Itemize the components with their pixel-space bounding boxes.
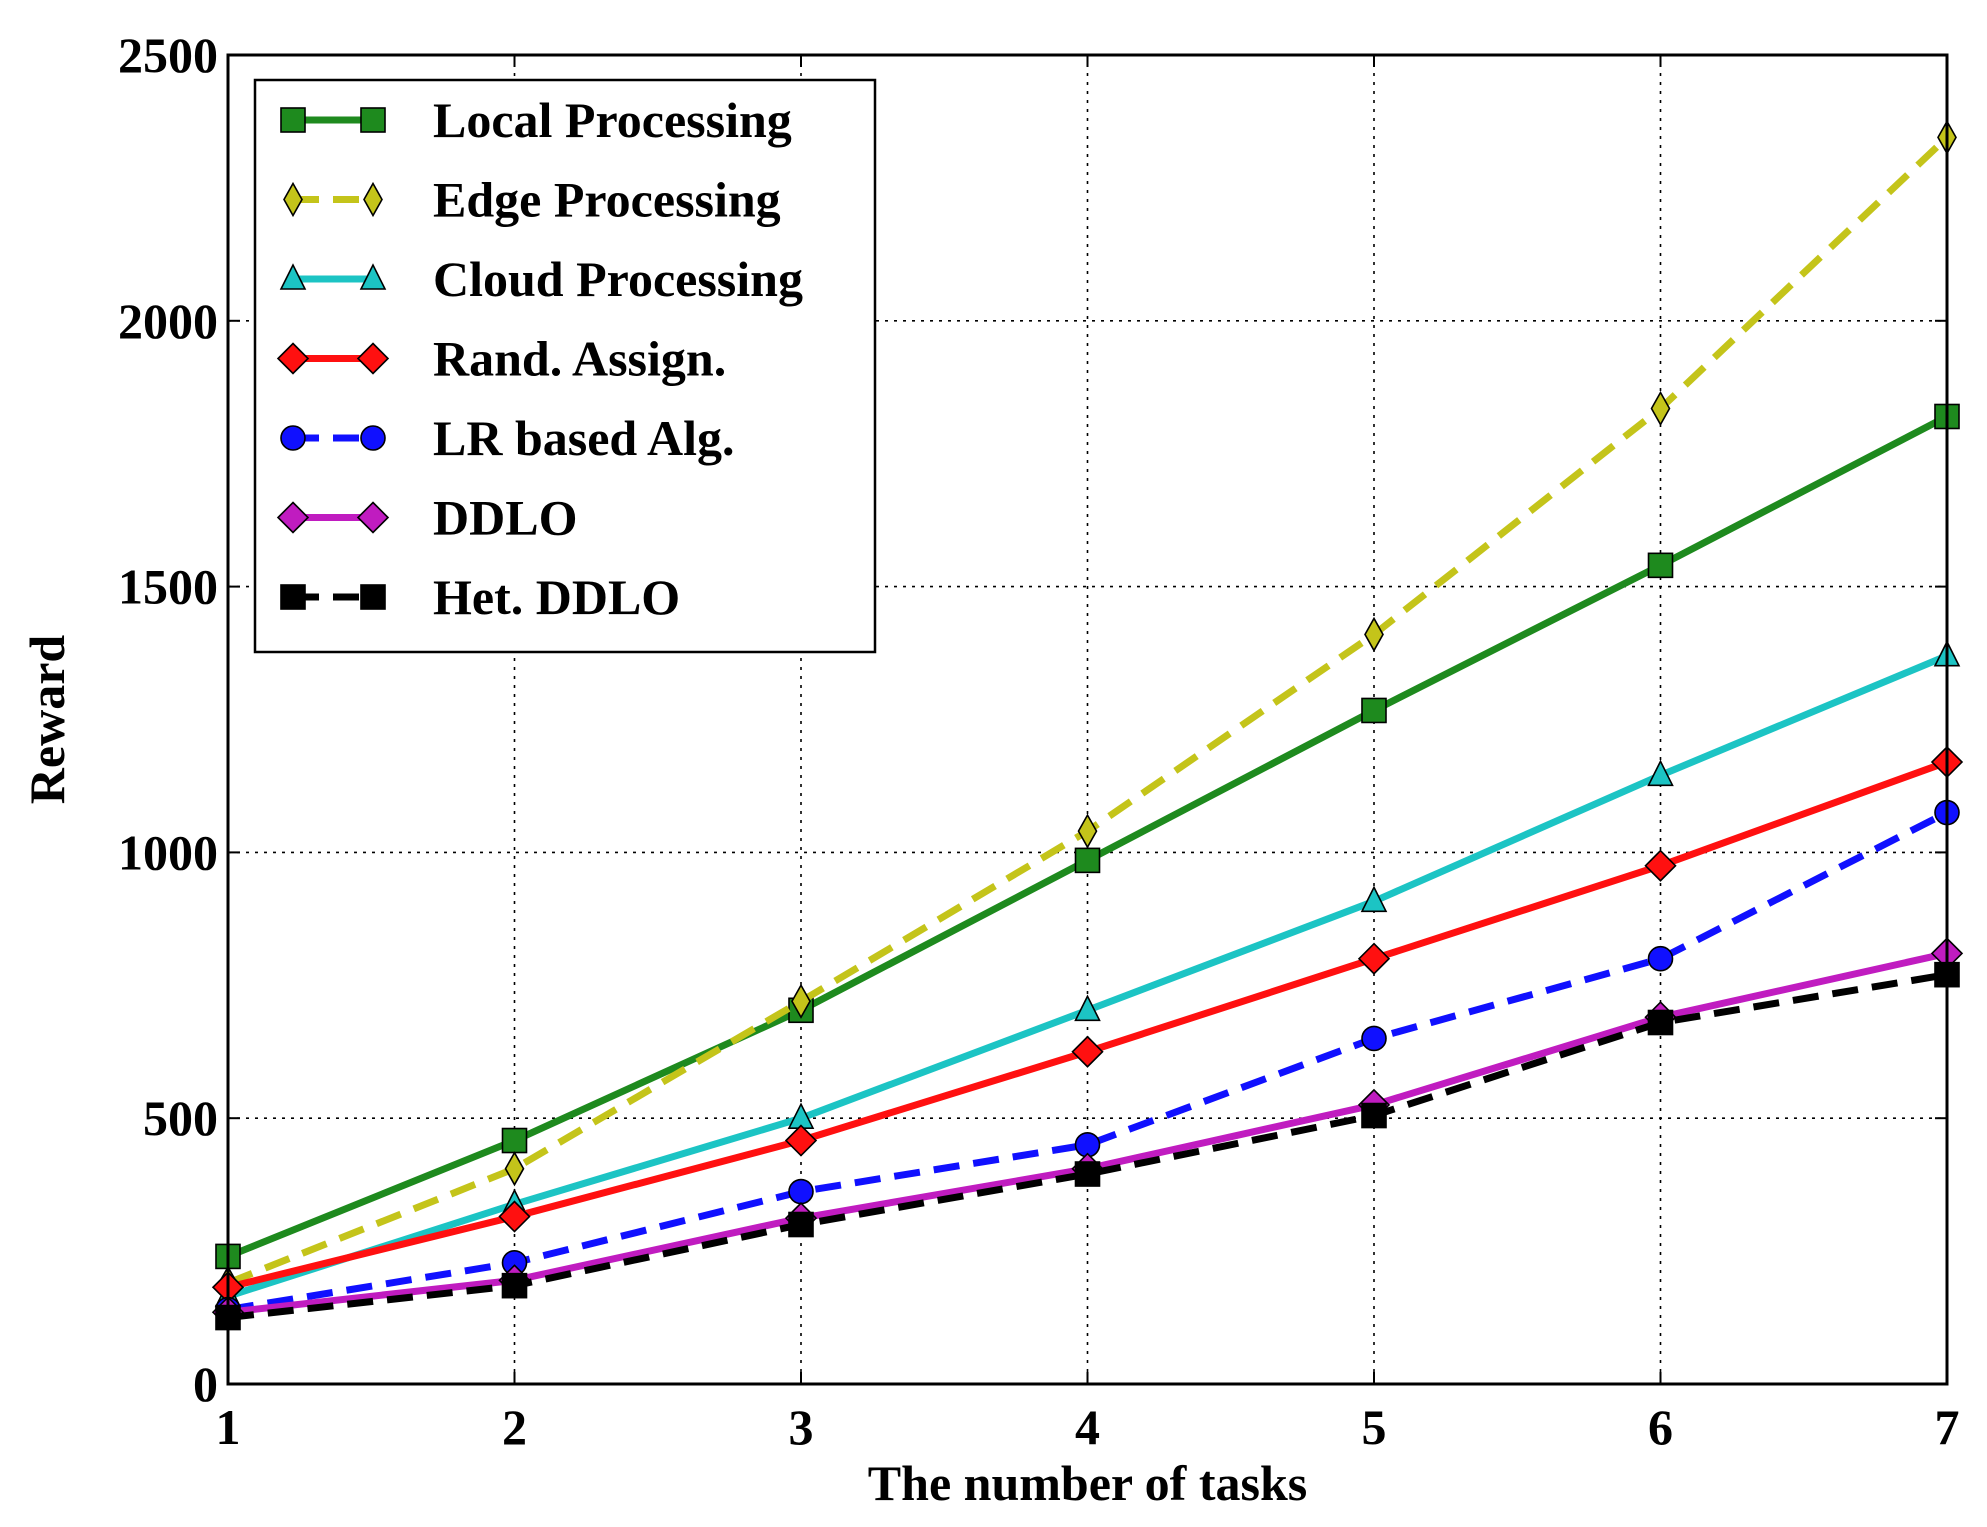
legend-marker xyxy=(360,584,386,610)
data-point xyxy=(1074,847,1101,874)
legend-entry: Edge Processing xyxy=(283,172,781,228)
data-point xyxy=(501,1272,528,1299)
legend-marker xyxy=(279,263,307,290)
data-point xyxy=(788,1178,814,1205)
y-tick-label: 0 xyxy=(193,1356,218,1412)
legend-marker xyxy=(280,107,306,133)
legend: Local Processing Edge Processing Cloud Pro… xyxy=(253,78,877,654)
series-local-processing xyxy=(215,403,1960,1270)
data-point xyxy=(788,1211,814,1238)
x-axis-label: The number of tasks xyxy=(868,1455,1307,1511)
y-tick-label: 500 xyxy=(143,1090,218,1146)
series-rand-assign xyxy=(211,745,1964,1304)
data-point xyxy=(498,1200,531,1233)
data-point xyxy=(1644,849,1677,882)
axis-ticks: 1 2 3 4 5 6 7 0 500 1000 1500 2000 2500 xyxy=(118,27,1960,1455)
legend-marker xyxy=(363,181,383,218)
data-point xyxy=(1361,697,1387,724)
x-tick-label: 1 xyxy=(216,1399,241,1455)
legend-label: Het. DDLO xyxy=(433,569,680,625)
series-lr-based-alg xyxy=(215,799,1960,1323)
legend-entry: Cloud Processing xyxy=(279,251,803,307)
legend-label: DDLO xyxy=(433,490,577,546)
data-point xyxy=(1361,1102,1387,1129)
y-axis-label: Reward xyxy=(19,635,75,805)
data-point xyxy=(504,1151,525,1187)
data-point xyxy=(501,1127,528,1154)
legend-marker xyxy=(280,425,306,451)
data-point xyxy=(784,1124,818,1157)
y-tick-label: 1500 xyxy=(118,559,218,615)
x-tick-label: 4 xyxy=(1075,1399,1100,1455)
data-point xyxy=(1647,759,1674,787)
data-point xyxy=(1357,942,1391,975)
y-tick-label: 1000 xyxy=(118,824,218,880)
legend-entry: Rand. Assign. xyxy=(276,331,726,387)
legend-label: Rand. Assign. xyxy=(433,331,726,387)
legend-entry: Local Processing xyxy=(280,92,792,148)
data-point xyxy=(1650,390,1671,427)
data-point xyxy=(1071,1035,1104,1068)
data-point xyxy=(1647,552,1674,579)
y-tick-label: 2000 xyxy=(118,293,218,349)
data-point xyxy=(1361,1025,1387,1052)
x-tick-label: 3 xyxy=(789,1399,814,1455)
x-tick-label: 7 xyxy=(1935,1399,1960,1455)
legend-marker xyxy=(356,342,390,375)
legend-marker xyxy=(283,181,303,218)
legend-marker xyxy=(360,107,386,133)
legend-marker xyxy=(360,425,386,451)
x-tick-label: 6 xyxy=(1648,1399,1673,1455)
legend-marker xyxy=(280,584,306,610)
legend-marker xyxy=(359,263,387,290)
legend-entry: DDLO xyxy=(276,490,577,546)
legend-label: Cloud Processing xyxy=(433,251,803,307)
data-point xyxy=(1647,945,1674,972)
legend-marker xyxy=(276,342,310,375)
data-point xyxy=(1360,885,1388,913)
data-point xyxy=(1074,994,1101,1022)
data-point xyxy=(1647,1009,1674,1036)
x-tick-label: 5 xyxy=(1362,1399,1387,1455)
legend-entry: LR based Alg. xyxy=(280,410,734,466)
series-group xyxy=(211,119,1964,1331)
data-point xyxy=(1074,1161,1101,1187)
data-point xyxy=(1364,616,1384,653)
legend-label: Edge Processing xyxy=(433,172,781,228)
legend-entry: Het. DDLO xyxy=(280,569,680,625)
legend-box xyxy=(253,78,877,654)
x-tick-label: 2 xyxy=(502,1399,527,1455)
data-point xyxy=(1077,813,1098,849)
legend-label: Local Processing xyxy=(433,92,792,148)
y-tick-label: 2500 xyxy=(118,27,218,83)
legend-marker xyxy=(356,501,390,534)
legend-label: LR based Alg. xyxy=(433,410,734,466)
data-point xyxy=(791,983,811,1019)
legend-marker xyxy=(276,501,310,534)
